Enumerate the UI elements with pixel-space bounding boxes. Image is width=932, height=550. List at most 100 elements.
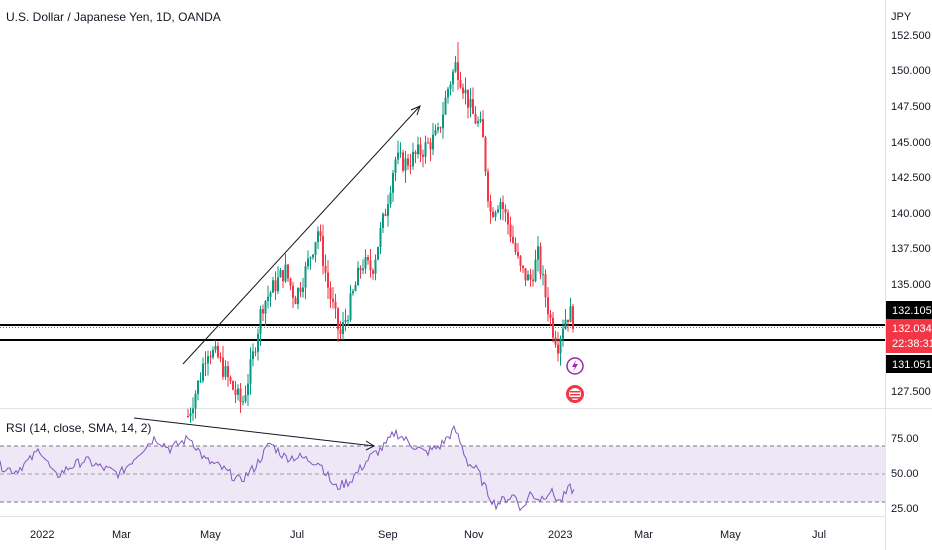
candle-body <box>359 267 362 271</box>
candle-body <box>529 274 532 280</box>
candle-body <box>294 297 297 305</box>
candle-body <box>214 345 217 350</box>
x-tick-label: Mar <box>634 529 653 541</box>
candle-body <box>194 393 197 409</box>
candle-body <box>289 278 292 286</box>
svg-text:132.034: 132.034 <box>892 323 932 335</box>
candle-body <box>287 264 289 279</box>
candle-body <box>569 306 572 323</box>
candle-body <box>467 89 469 108</box>
candle-body <box>402 152 404 171</box>
candle-body <box>564 319 567 329</box>
candle-body <box>459 79 462 88</box>
candle-body <box>299 288 302 292</box>
candle-body <box>244 395 247 402</box>
candle-body <box>307 258 309 267</box>
candle-body <box>187 416 189 418</box>
candle-body <box>217 345 219 357</box>
rsi-tick-label: 50.00 <box>891 468 919 480</box>
rsi-trend-arrow[interactable] <box>133 417 376 451</box>
candle-body <box>207 356 209 364</box>
candle-body <box>389 192 392 205</box>
candle-body <box>397 152 399 160</box>
candle-body <box>527 274 529 281</box>
candle-body <box>327 272 329 288</box>
candle-body <box>524 268 527 281</box>
candle-body <box>304 266 307 288</box>
price-axis[interactable]: 152.500 150.000 147.500 145.000 142.500 … <box>891 30 931 398</box>
candle-body <box>447 88 449 98</box>
lightning-icon[interactable] <box>566 357 584 375</box>
y-tick-label: 127.500 <box>891 386 931 398</box>
candle-body <box>234 389 237 395</box>
candle-body <box>469 99 472 108</box>
candle-body <box>489 201 492 212</box>
price-tag-upper: 132.105 <box>886 301 932 319</box>
candle-body <box>342 321 344 334</box>
time-axis[interactable]: 2022 Mar May Jul Sep Nov 2023 Mar May Ju… <box>30 529 826 541</box>
candle-body <box>259 309 262 334</box>
x-tick-label: Sep <box>378 529 398 541</box>
candle-body <box>362 268 364 271</box>
rsi-label: RSI (14, close, SMA, 14, 2) <box>6 421 151 435</box>
us-flag-icon[interactable] <box>566 385 584 403</box>
candle-body <box>252 351 254 360</box>
candle-body <box>502 202 504 209</box>
trend-arrow[interactable] <box>182 105 421 365</box>
candle-body <box>302 287 304 292</box>
candle-body <box>349 293 352 320</box>
candle-body <box>344 320 347 322</box>
candle-body <box>232 381 234 390</box>
candle-body <box>274 280 277 292</box>
candle-body <box>309 257 312 259</box>
candle-body <box>449 84 452 89</box>
candle-body <box>539 246 542 275</box>
candle-body <box>544 274 547 298</box>
y-tick-label: 152.500 <box>891 30 931 42</box>
candle-body <box>199 380 202 382</box>
candle-body <box>399 152 402 154</box>
candle-body <box>272 280 274 293</box>
candle-body <box>509 224 512 237</box>
candle-body <box>247 383 249 396</box>
candle-body <box>369 260 372 271</box>
candle-body <box>332 298 334 302</box>
candle-body <box>444 97 447 115</box>
candle-body <box>197 380 199 394</box>
candle-body <box>202 363 204 381</box>
candle-body <box>532 279 534 282</box>
chart-title: U.S. Dollar / Japanese Yen, 1D, OANDA <box>6 10 221 24</box>
candle-body <box>219 356 222 358</box>
x-tick-label: Jul <box>290 529 304 541</box>
candle-body <box>439 127 442 129</box>
candle-body <box>542 274 544 276</box>
x-tick-label: Jul <box>812 529 826 541</box>
candle-body <box>292 285 294 298</box>
y-tick-label: 147.500 <box>891 101 931 113</box>
candle-body <box>409 165 412 167</box>
x-tick-label: 2023 <box>548 529 572 541</box>
candle-body <box>479 119 482 122</box>
candle-body <box>517 251 519 257</box>
candle-body <box>422 154 424 157</box>
candlestick-series <box>187 42 574 423</box>
candle-body <box>554 337 557 345</box>
candle-body <box>452 71 454 85</box>
candle-body <box>487 171 489 202</box>
candle-body <box>562 328 564 339</box>
candle-body <box>329 287 332 299</box>
candle-body <box>357 267 359 286</box>
candle-body <box>547 297 549 315</box>
candle-body <box>552 317 554 338</box>
candle-body <box>477 121 479 124</box>
candle-body <box>484 137 487 172</box>
x-tick-label: 2022 <box>30 529 54 541</box>
candle-body <box>347 319 349 321</box>
candle-body <box>264 301 267 314</box>
candle-body <box>227 366 229 378</box>
candle-body <box>384 213 387 216</box>
candle-body <box>432 134 434 150</box>
price-pane[interactable] <box>0 0 885 408</box>
candle-body <box>319 231 322 237</box>
